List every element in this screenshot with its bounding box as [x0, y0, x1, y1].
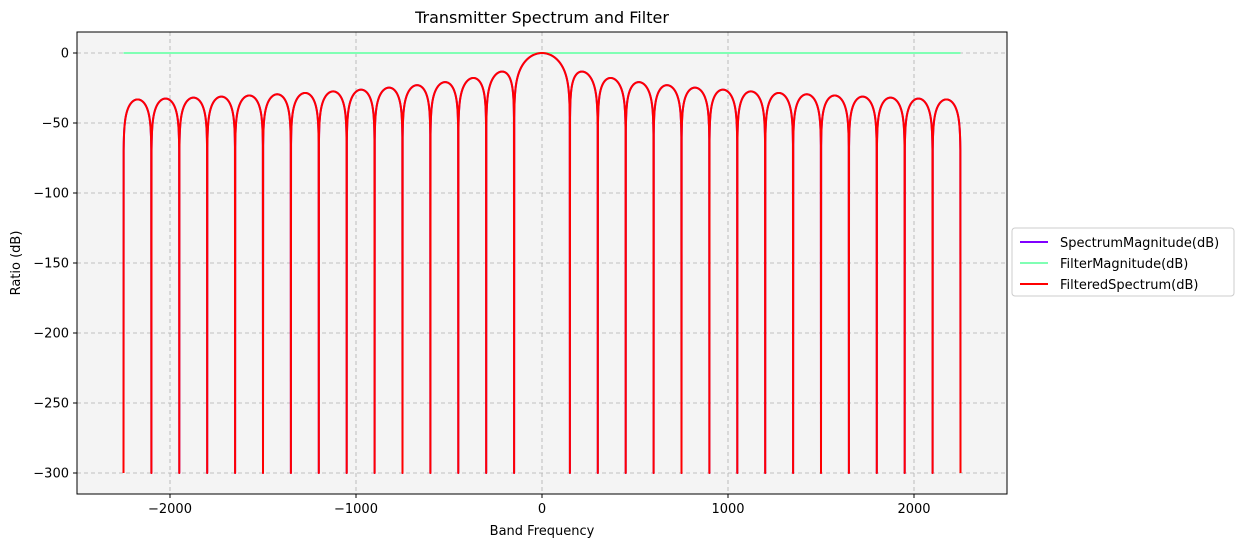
legend: SpectrumMagnitude(dB) FilterMagnitude(dB)…: [1011, 227, 1235, 297]
x-tick-label: 0: [538, 502, 546, 517]
legend-label: SpectrumMagnitude(dB): [1060, 236, 1219, 251]
y-tick-label: −300: [33, 467, 69, 482]
y-axis-ticks: 0 −50 −100 −150 −200 −250 −300: [33, 47, 77, 482]
y-tick-label: −250: [33, 397, 69, 412]
y-tick-label: −150: [33, 257, 69, 272]
legend-box: [1011, 227, 1235, 297]
x-tick-label: −2000: [148, 502, 192, 517]
y-tick-label: −100: [33, 187, 69, 202]
legend-label: FilterMagnitude(dB): [1060, 257, 1188, 272]
x-tick-label: 1000: [711, 502, 744, 517]
y-tick-label: 0: [61, 47, 69, 62]
x-tick-label: −1000: [334, 502, 378, 517]
x-axis-ticks: −2000 −1000 0 1000 2000: [148, 494, 931, 517]
x-axis-label: Band Frequency: [490, 524, 595, 539]
x-tick-label: 2000: [897, 502, 930, 517]
y-tick-label: −50: [42, 117, 69, 132]
y-axis-label: Ratio (dB): [9, 231, 24, 296]
series-line: [122, 52, 962, 474]
legend-label: FilteredSpectrum(dB): [1060, 278, 1198, 293]
chart-title: Transmitter Spectrum and Filter: [414, 8, 669, 27]
y-tick-label: −200: [33, 327, 69, 342]
series-layer: [122, 52, 962, 474]
